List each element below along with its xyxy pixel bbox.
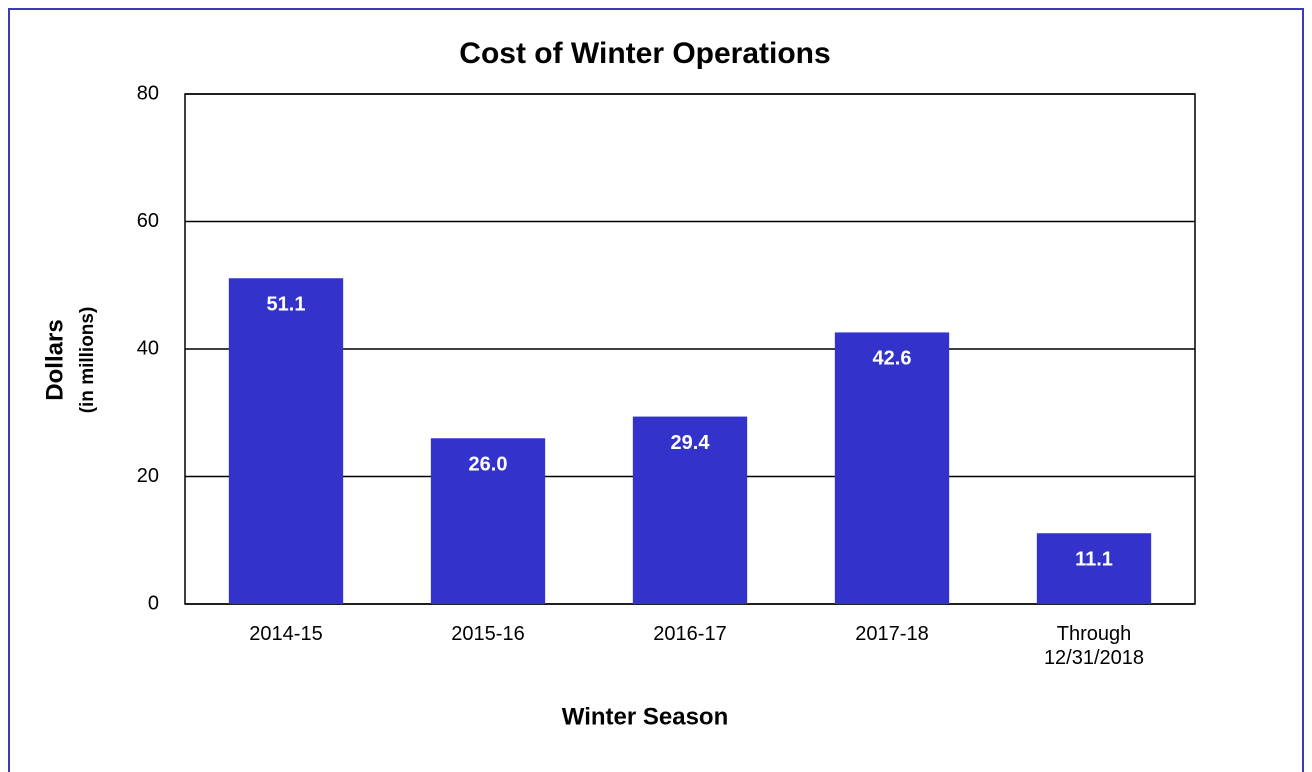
data-label: 29.4	[671, 432, 711, 454]
bar	[632, 416, 748, 604]
data-label: 26.0	[469, 454, 508, 476]
x-tick-label-box: 2014-15	[249, 623, 323, 645]
x-axis-label: Winter Season	[562, 703, 729, 730]
x-tick-label: 2014-15	[249, 623, 323, 645]
x-tick-label: Through 12/31/2018	[1043, 623, 1145, 669]
x-tick-label-box: Through 12/31/2018	[1043, 623, 1145, 669]
y-tick-label: 80	[137, 82, 159, 104]
chart-border	[8, 8, 1304, 772]
x-tick-label: 2017-18	[855, 623, 929, 645]
data-label: 11.1	[1075, 549, 1113, 571]
bar	[834, 332, 950, 604]
data-label: 42.6	[873, 348, 912, 370]
bar	[228, 278, 344, 604]
y-tick-label: 60	[137, 210, 159, 232]
x-tick-label: 2015-16	[451, 623, 525, 645]
x-tick-label-box: 2017-18	[855, 623, 929, 645]
bar	[1036, 533, 1152, 604]
data-label: 51.1	[267, 294, 306, 316]
chart-title: Cost of Winter Operations	[459, 37, 830, 70]
y-tick-label: 40	[137, 337, 159, 359]
x-tick-label-box: 2016-17	[653, 623, 727, 645]
y-axis-sublabel: (in millions)	[77, 307, 98, 414]
y-tick-label: 20	[137, 465, 159, 487]
x-tick-label: 2016-17	[653, 623, 727, 645]
x-tick-label-box: 2015-16	[451, 623, 525, 645]
bar	[430, 438, 546, 604]
y-axis-label: Dollars	[41, 319, 68, 400]
y-tick-label: 0	[148, 592, 159, 614]
